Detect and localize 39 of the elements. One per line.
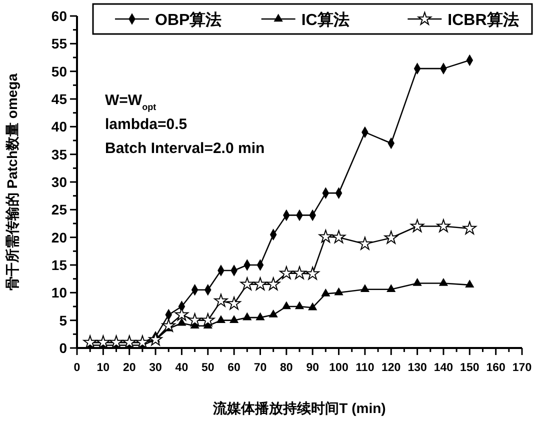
annotation: lambda=0.5: [105, 116, 188, 133]
legend-label: OBP算法: [155, 11, 222, 29]
x-tick-label: 20: [122, 362, 136, 374]
x-tick-label: 50: [201, 362, 214, 374]
y-tick-label: 50: [51, 63, 68, 80]
x-tick-label: 70: [254, 362, 267, 374]
x-tick-label: 10: [96, 362, 110, 374]
y-tick-label: 15: [51, 257, 68, 273]
x-tick-label: 30: [149, 362, 162, 374]
y-tick-label: 35: [51, 146, 68, 162]
x-tick-label: 90: [306, 362, 319, 374]
y-tick-label: 55: [51, 36, 68, 52]
x-tick-label: 100: [329, 362, 348, 374]
x-tick-label: 130: [408, 362, 427, 374]
x-tick-label: 80: [280, 362, 293, 374]
x-tick-label: 40: [175, 362, 188, 374]
x-tick-label: 160: [486, 362, 506, 374]
y-tick-label: 10: [51, 284, 68, 301]
y-tick-label: 45: [51, 91, 68, 107]
y-axis-title: 骨干所需传输的 Patch数量 omega: [4, 73, 20, 291]
y-tick-label: 5: [59, 312, 68, 328]
x-tick-label: 0: [74, 362, 80, 374]
legend-label: IC算法: [301, 11, 350, 29]
y-tick-label: 25: [51, 202, 68, 218]
legend-label: ICBR算法: [448, 11, 519, 29]
x-tick-label: 140: [434, 362, 454, 374]
y-tick-label: 20: [51, 229, 68, 246]
y-tick-label: 0: [59, 340, 68, 356]
y-tick-label: 30: [51, 174, 68, 190]
annotation: W=W$_{opt}$: [105, 92, 156, 112]
y-tick-label: 40: [51, 118, 68, 135]
x-axis-title: 流媒体播放持续时间T (min): [212, 400, 386, 416]
annotation: Batch Interval=2.0 min: [105, 140, 265, 157]
x-tick-label: 170: [512, 362, 532, 374]
x-tick-label: 110: [356, 362, 374, 374]
y-tick-label: 60: [51, 8, 68, 24]
x-tick-label: 60: [228, 362, 240, 374]
x-tick-label: 120: [382, 362, 401, 374]
x-tick-label: 150: [460, 362, 480, 374]
